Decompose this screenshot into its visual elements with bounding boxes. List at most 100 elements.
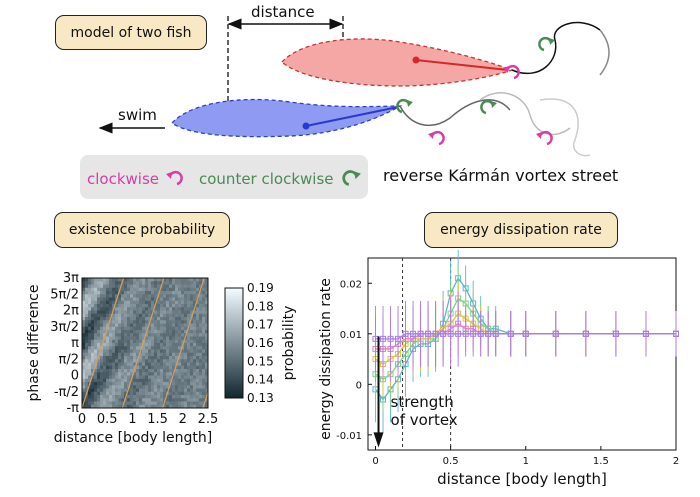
heatmap-cell [97,385,101,389]
heatmap-cell [184,330,188,334]
heatmap-cell [124,333,128,337]
heatmap-cell [181,365,185,370]
heatmap-cell [97,300,101,305]
heatmap-cell [106,300,110,305]
energy-point [485,330,492,337]
heatmap-guide-line [202,392,209,409]
heatmap-cell [169,333,173,337]
heatmap-cell [94,304,98,308]
heatmap-cell [139,304,143,308]
heatmap-cell [121,375,125,380]
heatmap-cell [157,323,161,328]
heatmap-cell [169,398,173,402]
heatmap-cell [121,388,125,393]
wake-curve-4 [479,92,571,136]
heatmap-cell [154,330,158,334]
heatmap-cell [106,317,110,321]
heatmap-cell [139,330,143,334]
heatmap-cell [163,343,167,347]
heatmap-cell [100,323,104,328]
heatmap-cell [151,378,155,383]
heatmap-cell [124,378,128,383]
colorbar-cell [225,292,243,295]
heatmap-cell [124,323,128,328]
heatmap-cell [82,346,86,350]
heatmap-cell [157,362,161,367]
heatmap-cell [124,291,128,295]
heatmap-cell [187,346,191,350]
heatmap-cell [136,385,140,389]
heatmap-cell [154,320,158,324]
heatmap-cell [166,291,170,295]
heatmap-cell [121,333,125,337]
heatmap-cell [205,339,209,344]
heatmap-cell [127,339,131,344]
heatmap-cell [106,330,110,334]
heatmap-cell [175,395,179,399]
heatmap-cell [184,304,188,308]
heatmap-cell [124,300,128,305]
heatmap-cell [106,395,110,399]
heatmap-cell [160,388,164,393]
heatmap-guide-line [121,277,165,409]
heatmap-cell [100,349,104,354]
heatmap-cell [175,375,179,380]
heatmap-cell [103,284,107,289]
heatmap-cell [190,294,194,298]
heatmap-cell [91,339,95,344]
heatmap-cell [94,365,98,370]
heatmap-cell [181,401,185,406]
heatmap-cell [163,330,167,334]
heatmap-cell [97,343,101,347]
heatmap-cell [187,278,191,282]
heatmap-cell [190,343,194,347]
heatmap-cell [88,356,92,360]
heatmap-cell [205,304,209,308]
heatmap-cell [112,388,116,393]
heatmap-cell [187,395,191,399]
heatmap-cell [148,391,152,396]
heatmap-cell [121,369,125,373]
heatmap-cell [205,320,209,324]
heatmap-cell [163,359,167,363]
heatmap-cell [202,382,206,386]
heatmap-cell [151,352,155,357]
heatmap-cell [127,346,131,350]
heatmap-cell [82,378,86,383]
heatmap-cell [163,362,167,367]
heatmap-cell [82,343,86,347]
heatmap-cell [124,352,128,357]
heatmap-cell [145,375,149,380]
heatmap-cell [193,339,197,344]
heatmap-cell [94,310,98,315]
heatmap-cell [112,336,116,341]
heatmap-cell [160,291,164,295]
heatmap-cell [112,372,116,376]
heatmap-cell [136,395,140,399]
heatmap-cell [205,346,209,350]
heatmap-cell [85,375,89,380]
heatmap-cell [199,375,203,380]
heatmap-cell [85,304,89,308]
heatmap-cell [118,317,122,321]
colorbar-cell [225,338,243,341]
heatmap-cell [190,372,194,376]
heatmap-cell [127,297,131,302]
heatmap-cell [151,307,155,311]
heatmap-cell [193,359,197,363]
heatmap-cell [148,304,152,308]
heatmap-cell [88,385,92,389]
heatmap-cell [97,395,101,399]
energy-point [552,330,559,337]
heatmap-cell [172,336,176,341]
heatmap-cell [196,326,200,331]
heatmap-cell [133,401,137,406]
heatmap-cell [181,326,185,331]
heatmap-cell [127,372,131,376]
heatmap-cell [202,313,206,318]
heatmap-cell [97,307,101,311]
heatmap-cell [106,307,110,311]
heatmap-cell [163,339,167,344]
heatmap-cell [118,284,122,289]
heatmap-cell [130,278,134,282]
